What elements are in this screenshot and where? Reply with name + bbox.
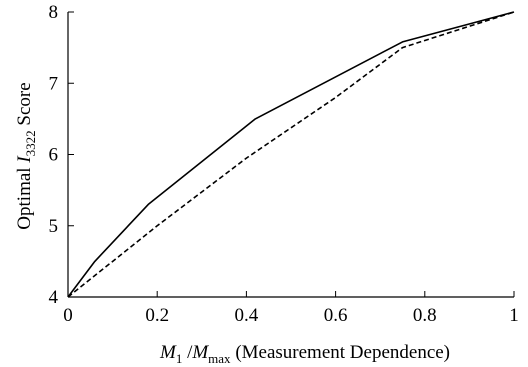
x-axis-title: M1 /Mmax (Measurement Dependence) (159, 342, 450, 366)
x-title-slash: / (182, 342, 193, 363)
x-title-var2: M (191, 342, 209, 363)
x-axis-ticks: 0 0.2 0.4 0.6 0.8 1 (63, 291, 519, 326)
y-tick-label: 7 (49, 73, 59, 94)
x-tick-label: 0 (63, 305, 73, 326)
plot-frame (67, 12, 514, 298)
y-tick-label: 6 (49, 145, 59, 166)
x-tick-label: 1 (509, 305, 519, 326)
series-layer (67, 11, 515, 298)
y-tick-label: 5 (49, 216, 59, 237)
series-line-solid (67, 11, 515, 298)
series-line-dashed (67, 11, 515, 298)
x-tick-label: 0.8 (413, 305, 437, 326)
y-title-pre: Optimal (14, 163, 35, 230)
x-tick-label: 0.6 (324, 305, 348, 326)
x-title-sub2: max (208, 351, 231, 366)
y-title-var: I (14, 155, 35, 164)
x-title-rest: (Measurement Dependence) (231, 342, 450, 363)
x-tick-label: 0.4 (235, 305, 259, 326)
y-tick-label: 8 (49, 2, 59, 23)
y-tick-label: 4 (49, 287, 59, 308)
y-axis-title: Optimal I3322 Score (14, 82, 38, 229)
x-tick-label: 0.2 (145, 305, 169, 326)
y-title-sub: 3322 (23, 130, 38, 156)
x-title-var1: M (159, 342, 177, 363)
x-title-sub1: 1 (176, 351, 183, 366)
y-title-post: Score (14, 82, 35, 130)
y-axis-ticks: 4 5 6 7 8 (49, 2, 74, 308)
